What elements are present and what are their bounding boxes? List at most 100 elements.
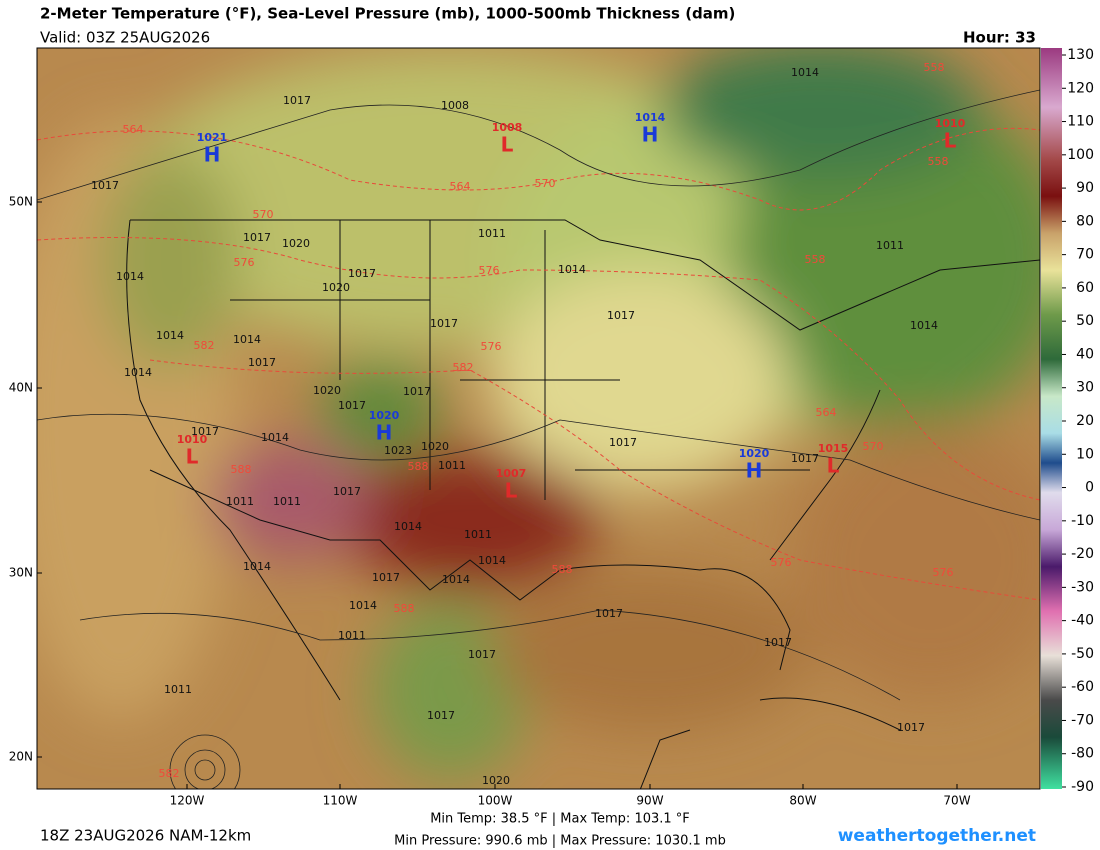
isobar-label: 1017 <box>764 636 792 649</box>
isobar-label: 1017 <box>91 179 119 192</box>
colorbar-label: 20 <box>1076 413 1094 429</box>
thickness-label: 582 <box>194 339 215 352</box>
isobar-label: 1017 <box>283 94 311 107</box>
pressure-center-letter: L <box>827 454 840 478</box>
longitude-label: 110W <box>323 794 358 808</box>
isobar-label: 1017 <box>430 317 458 330</box>
colorbar-label: -40 <box>1071 613 1094 629</box>
isobar-label: 1014 <box>349 599 377 612</box>
isobar-label: 1014 <box>124 366 152 379</box>
pressure-center-letter: L <box>505 479 518 503</box>
colorbar-label: -50 <box>1071 646 1094 662</box>
isobar-label: 1017 <box>191 425 219 438</box>
isobar-label: 1020 <box>322 281 350 294</box>
thickness-label: 558 <box>924 61 945 74</box>
isobar-label: 1017 <box>595 607 623 620</box>
map-frame <box>36 47 1041 790</box>
isobar-label: 1017 <box>607 309 635 322</box>
thickness-label: 576 <box>771 556 792 569</box>
pressure-center-value: 1020 <box>739 447 770 460</box>
thickness-contours <box>37 127 1040 601</box>
isobar-label: 1017 <box>468 648 496 661</box>
colorbar-label: -20 <box>1071 546 1094 562</box>
colorbar-label: 40 <box>1076 346 1094 362</box>
pressure-center-letter: L <box>501 133 514 157</box>
pressure-center-letter: L <box>186 445 199 469</box>
isobar-label: 1008 <box>441 99 469 112</box>
colorbar-label: 70 <box>1076 247 1094 263</box>
isobar-label: 1017 <box>348 267 376 280</box>
pressure-center-letter: L <box>944 129 957 153</box>
thickness-label: 570 <box>253 208 274 221</box>
colorbar-label: 30 <box>1076 380 1094 396</box>
isobar-label: 1014 <box>233 333 261 346</box>
isobar-label: 1011 <box>273 495 301 508</box>
isobar-label: 1011 <box>478 227 506 240</box>
isobar-label: 1020 <box>421 440 449 453</box>
pressure-center-letter: H <box>376 421 393 445</box>
isobars <box>37 89 1040 789</box>
isobar-label: 1011 <box>438 459 466 472</box>
colorbar-label: 60 <box>1076 280 1094 296</box>
isobar-label: 1017 <box>372 571 400 584</box>
colorbar <box>1041 48 1062 789</box>
longitude-label: 120W <box>170 794 205 808</box>
pressure-center-value: 1010 <box>935 117 966 130</box>
isobar-label: 1017 <box>791 452 819 465</box>
site-link[interactable]: weathertogether.net <box>838 826 1036 846</box>
colorbar-label: -80 <box>1071 746 1094 762</box>
pressure-center-value: 1020 <box>369 409 400 422</box>
isobar-label: 1014 <box>261 431 289 444</box>
isobar-label: 1014 <box>394 520 422 533</box>
latitude-label: 30N <box>9 566 33 580</box>
colorbar-label: 110 <box>1067 114 1094 130</box>
colorbar-label: -60 <box>1071 679 1094 695</box>
isobar-label: 1014 <box>478 554 506 567</box>
isobar-label: 1011 <box>164 683 192 696</box>
pressure-center-value: 1015 <box>818 442 849 455</box>
isobar-label: 1023 <box>384 444 412 457</box>
pressure-center-value: 1014 <box>635 111 666 124</box>
latitude-label: 20N <box>9 750 33 764</box>
isobar-label: 1020 <box>482 774 510 787</box>
pressure-center-value: 1010 <box>177 433 208 446</box>
colorbar-label: 130 <box>1067 47 1094 63</box>
isobar-label: 1017 <box>333 485 361 498</box>
isobar-label: 1017 <box>897 721 925 734</box>
pressure-center-letter: H <box>642 123 659 147</box>
latitude-label: 50N <box>9 195 33 209</box>
thickness-label: 564 <box>123 123 144 136</box>
longitude-label: 90W <box>636 794 663 808</box>
isobar-label: 1014 <box>910 319 938 332</box>
thickness-label: 558 <box>805 253 826 266</box>
isobar-label: 1017 <box>427 709 455 722</box>
colorbar-label: -30 <box>1071 579 1094 595</box>
pressure-center-value: 1008 <box>492 121 523 134</box>
isobar-label: 1020 <box>313 384 341 397</box>
thickness-label: 576 <box>234 256 255 269</box>
colorbar-label: -70 <box>1071 712 1094 728</box>
pressure-center-letter: H <box>204 143 221 167</box>
colorbar-label: 80 <box>1076 213 1094 229</box>
longitude-label: 100W <box>478 794 513 808</box>
colorbar-label: -10 <box>1071 513 1094 529</box>
colorbar-label: 120 <box>1067 80 1094 96</box>
isobar-label: 1014 <box>558 263 586 276</box>
pressure-range: Min Pressure: 990.6 mb | Max Pressure: 1… <box>394 834 726 849</box>
isobar-label: 1020 <box>282 237 310 250</box>
thickness-label: 588 <box>408 460 429 473</box>
colorbar-label: 90 <box>1076 180 1094 196</box>
thickness-label: 576 <box>479 264 500 277</box>
pressure-center-value: 1007 <box>496 467 527 480</box>
isobar-label: 1011 <box>338 629 366 642</box>
thickness-label: 588 <box>231 463 252 476</box>
isobar-label: 1014 <box>116 270 144 283</box>
thickness-label: 588 <box>552 563 573 576</box>
isobar-label: 1017 <box>403 385 431 398</box>
isobar-label: 1017 <box>338 399 366 412</box>
isobar-label: 1017 <box>248 356 276 369</box>
thickness-label: 576 <box>933 566 954 579</box>
isobar-label: 1011 <box>464 528 492 541</box>
valid-time: Valid: 03Z 25AUG2026 <box>40 29 210 47</box>
thickness-label: 558 <box>928 155 949 168</box>
